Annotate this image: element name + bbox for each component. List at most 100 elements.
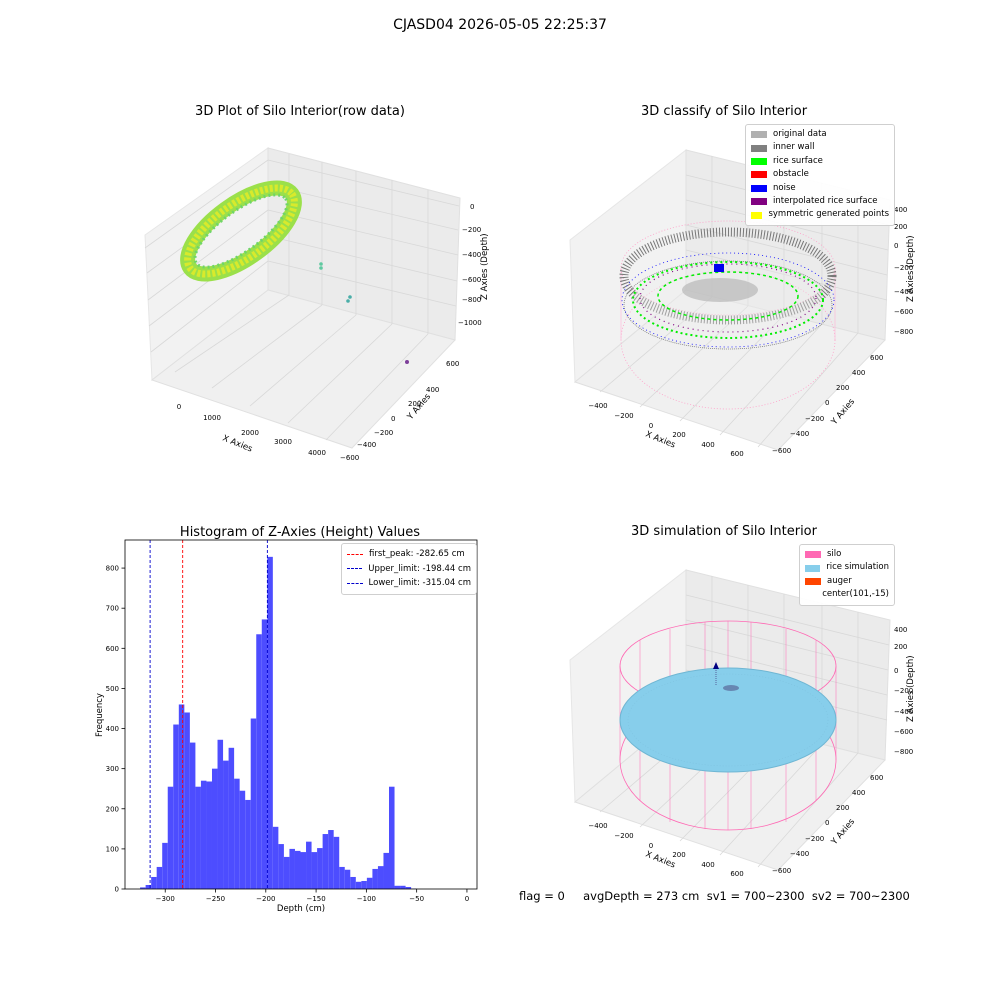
svg-text:−800: −800 — [462, 296, 481, 304]
svg-text:−400: −400 — [588, 402, 607, 410]
svg-text:400: 400 — [894, 206, 907, 214]
histogram-frame — [124, 539, 478, 890]
histogram-bar — [400, 885, 406, 889]
svg-text:200: 200 — [408, 400, 421, 408]
y-tick-label: 200 — [106, 805, 119, 813]
legend-swatch — [805, 551, 821, 559]
histogram-title: Histogram of Z-Axies (Height) Values — [180, 525, 420, 540]
histogram-bar — [278, 844, 284, 889]
histogram-bar — [377, 866, 384, 889]
svg-text:−400: −400 — [894, 288, 913, 296]
svg-text:−200: −200 — [614, 412, 633, 420]
histogram-bar — [250, 718, 257, 889]
histogram-bar — [306, 841, 312, 889]
svg-text:400: 400 — [701, 441, 714, 449]
x-tick-label: −250 — [206, 895, 225, 903]
svg-text:−200: −200 — [805, 415, 824, 423]
svg-text:200: 200 — [672, 431, 685, 439]
svg-text:−1000: −1000 — [458, 319, 482, 327]
histogram-bar — [300, 852, 307, 889]
svg-text:1000: 1000 — [203, 414, 221, 422]
svg-text:600: 600 — [870, 774, 883, 782]
histogram-x-ticks: −300 −250 −200 −150 −100 −50 0 — [156, 889, 469, 903]
svg-text:600: 600 — [730, 870, 743, 878]
histogram-bar — [234, 778, 240, 889]
x-tick-label: −100 — [357, 895, 376, 903]
histogram-bars — [140, 556, 417, 889]
legend-item: center(101,-15) — [805, 588, 889, 601]
histogram-bar — [217, 739, 224, 889]
histogram-bar — [211, 768, 218, 889]
legend-line — [347, 568, 363, 570]
x-tick-label: −300 — [156, 895, 175, 903]
histogram-bar — [355, 881, 362, 889]
histogram-bar — [156, 866, 163, 889]
legend-item: first_peak: -282.65 cm — [347, 547, 471, 562]
histogram-bar — [383, 852, 389, 889]
histogram-bar — [145, 884, 152, 889]
histogram-bar — [178, 704, 185, 889]
simulation-3d-plot: −400 −200 0 200 400 600 600 400 200 0 −2… — [569, 568, 916, 878]
histogram-bar — [405, 886, 412, 889]
legend-swatch — [751, 171, 767, 179]
svg-text:400: 400 — [894, 626, 907, 634]
svg-text:−800: −800 — [894, 328, 913, 336]
svg-text:600: 600 — [730, 450, 743, 458]
histogram-bar — [344, 869, 351, 889]
svg-text:0: 0 — [894, 667, 898, 675]
raw-plot-title: 3D Plot of Silo Interior(row data) — [195, 104, 405, 119]
histogram-bar — [322, 834, 329, 889]
histogram-bar — [350, 876, 356, 889]
histogram-bar — [311, 852, 318, 889]
classify-point-cloud — [619, 220, 837, 410]
histogram-bar — [289, 848, 295, 889]
simulation-geometry — [619, 620, 837, 831]
legend-item: rice surface — [751, 155, 889, 168]
histogram-bar — [361, 880, 367, 889]
legend-line — [347, 582, 363, 584]
svg-text:−200: −200 — [374, 429, 393, 437]
histogram-y-label: Frequency — [95, 693, 105, 737]
simulation-plot-title: 3D simulation of Silo Interior — [631, 524, 817, 539]
figure-title: CJASD04 2026-05-05 22:25:37 — [393, 17, 607, 33]
histogram-bar — [389, 786, 395, 889]
histogram-bar — [195, 786, 201, 889]
histogram-bar — [283, 856, 290, 889]
svg-text:−200: −200 — [805, 835, 824, 843]
svg-text:2000: 2000 — [241, 429, 259, 437]
legend-swatch — [751, 144, 767, 152]
legend-item: silo — [805, 548, 889, 561]
svg-text:200: 200 — [836, 384, 849, 392]
svg-text:−400: −400 — [357, 441, 376, 449]
svg-text:600: 600 — [870, 354, 883, 362]
histogram-bar — [173, 724, 179, 889]
histogram-x-label: Depth (cm) — [277, 904, 325, 914]
legend-item: inner wall — [751, 141, 889, 154]
y-tick-label: 600 — [106, 645, 119, 653]
svg-text:0: 0 — [649, 842, 653, 850]
legend-swatch — [805, 564, 821, 572]
svg-text:200: 200 — [836, 804, 849, 812]
legend-swatch — [751, 211, 763, 219]
y-tick-label: 300 — [106, 765, 119, 773]
svg-text:0: 0 — [894, 242, 898, 250]
histogram-bar — [151, 876, 157, 889]
histogram-bar — [272, 826, 279, 889]
histogram-reference-lines — [149, 540, 268, 889]
svg-text:0: 0 — [177, 403, 181, 411]
histogram-bar — [206, 781, 212, 889]
legend-swatch — [751, 158, 767, 166]
svg-text:400: 400 — [852, 789, 865, 797]
histogram-bar — [200, 780, 207, 889]
svg-text:200: 200 — [894, 223, 907, 231]
svg-text:400: 400 — [701, 861, 714, 869]
y-tick-label: 400 — [106, 725, 119, 733]
svg-text:0: 0 — [649, 422, 653, 430]
histogram-bar — [333, 836, 340, 889]
svg-text:−600: −600 — [894, 728, 913, 736]
histogram-bar — [394, 885, 401, 889]
legend-item: rice simulation — [805, 561, 889, 574]
svg-text:−600: −600 — [772, 447, 791, 455]
svg-text:4000: 4000 — [308, 449, 326, 457]
classify-legend: original data inner wall rice surface ob… — [745, 124, 895, 226]
